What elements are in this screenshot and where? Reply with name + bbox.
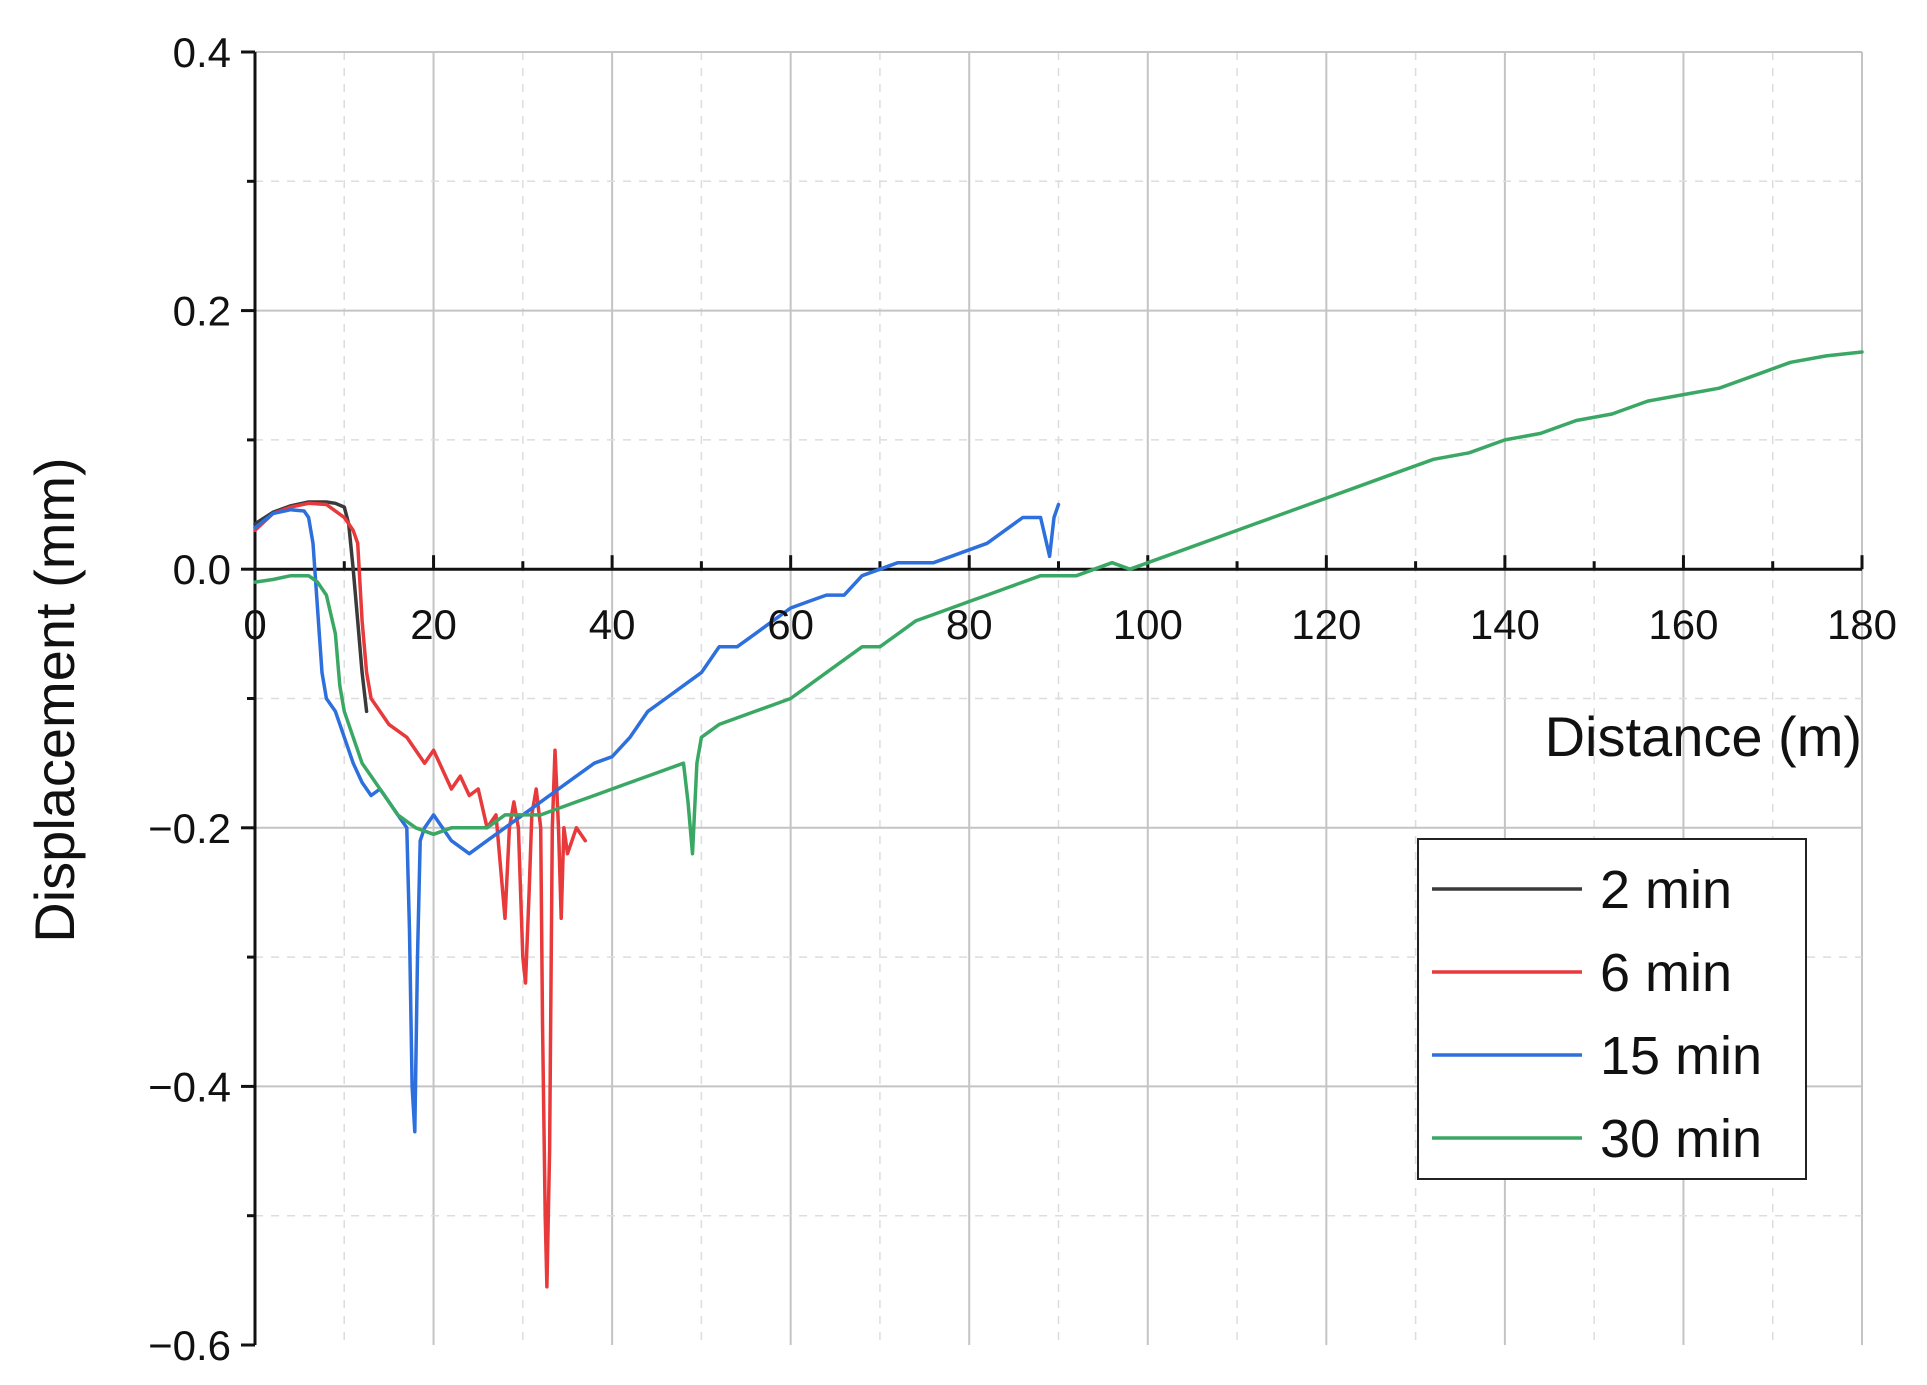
series-line-15-min <box>253 502 1061 1134</box>
series-lines <box>253 350 1864 1289</box>
x-tick-label: 180 <box>1827 601 1897 648</box>
y-tick-label: 0.2 <box>173 288 231 335</box>
x-tick-label: 120 <box>1291 601 1361 648</box>
legend-label: 30 min <box>1600 1109 1762 1169</box>
legend-box <box>1417 838 1807 1180</box>
x-axis-title: Distance (m) <box>1545 705 1862 768</box>
series-line-30-min <box>253 350 1864 856</box>
y-tick-label: −0.6 <box>148 1322 231 1369</box>
y-tick-label: −0.2 <box>148 805 231 852</box>
legend-label: 6 min <box>1600 943 1732 1003</box>
x-tick-label: 0 <box>243 601 266 648</box>
legend-label: 15 min <box>1600 1026 1762 1086</box>
x-tick-label: 40 <box>589 601 636 648</box>
legend: 2 min 6 min 15 min 30 min <box>1417 838 1807 1180</box>
legend-label: 2 min <box>1600 860 1732 920</box>
y-axis-title: Displacement (mm) <box>23 457 86 942</box>
x-tick-label: 20 <box>410 601 457 648</box>
tick-labels: 0 20 40 60 80 100 120 140 160 180 0.4 0.2 0.0 −0.2 −0.… <box>148 29 1897 1369</box>
series-line-6-min <box>253 501 588 1289</box>
y-tick-label: −0.4 <box>148 1063 231 1110</box>
legend-entries: 2 min 6 min 15 min 30 min <box>1432 860 1762 1169</box>
y-tick-label: 0.0 <box>173 546 231 593</box>
x-tick-label: 60 <box>767 601 814 648</box>
axes <box>241 50 1864 1347</box>
x-tick-label: 140 <box>1470 601 1540 648</box>
x-tick-label: 100 <box>1113 601 1183 648</box>
x-tick-label: 80 <box>946 601 993 648</box>
y-tick-label: 0.4 <box>173 29 231 76</box>
x-tick-label: 160 <box>1648 601 1718 648</box>
